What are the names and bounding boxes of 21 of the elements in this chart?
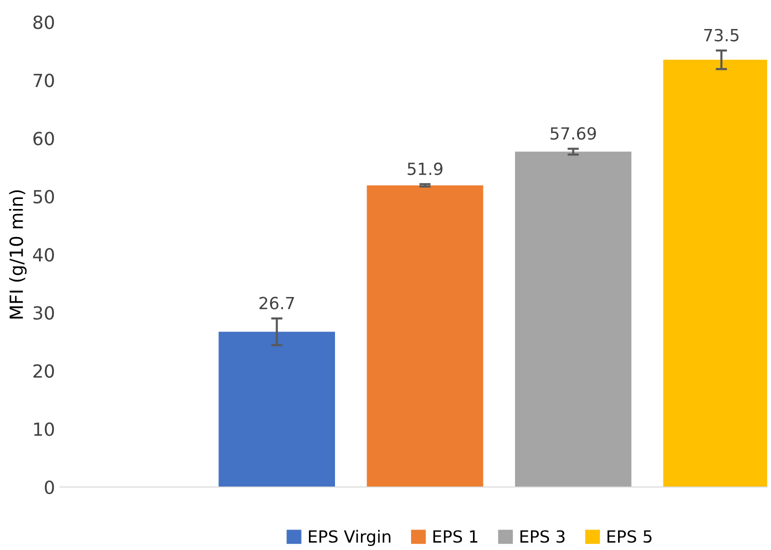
y-axis-title: MFI (g/10 min) — [9, 190, 27, 318]
y-tick-label: 70 — [34, 74, 54, 88]
data-label: 51.9 — [408, 162, 442, 176]
legend-label: EPS 3 — [520, 530, 565, 543]
y-tick-label: 50 — [34, 190, 54, 204]
bar — [515, 152, 632, 487]
y-tick-label: 10 — [34, 422, 54, 436]
y-tick-label: 80 — [33, 15, 54, 30]
data-label: 26.7 — [259, 296, 294, 310]
data-label: 73.5 — [704, 28, 738, 42]
bar — [218, 332, 335, 487]
legend-label: EPS Virgin — [308, 530, 390, 546]
data-label: 57.69 — [550, 127, 596, 140]
legend-label: EPS 1 — [433, 530, 478, 543]
y-tick-label: 0 — [44, 480, 54, 494]
y-tick-label: 60 — [33, 132, 54, 146]
y-tick-label: 40 — [33, 248, 54, 262]
legend-label: EPS 5 — [608, 530, 652, 543]
bar — [366, 185, 484, 487]
y-tick-label: 30 — [34, 306, 54, 320]
y-tick-label: 20 — [33, 364, 54, 378]
